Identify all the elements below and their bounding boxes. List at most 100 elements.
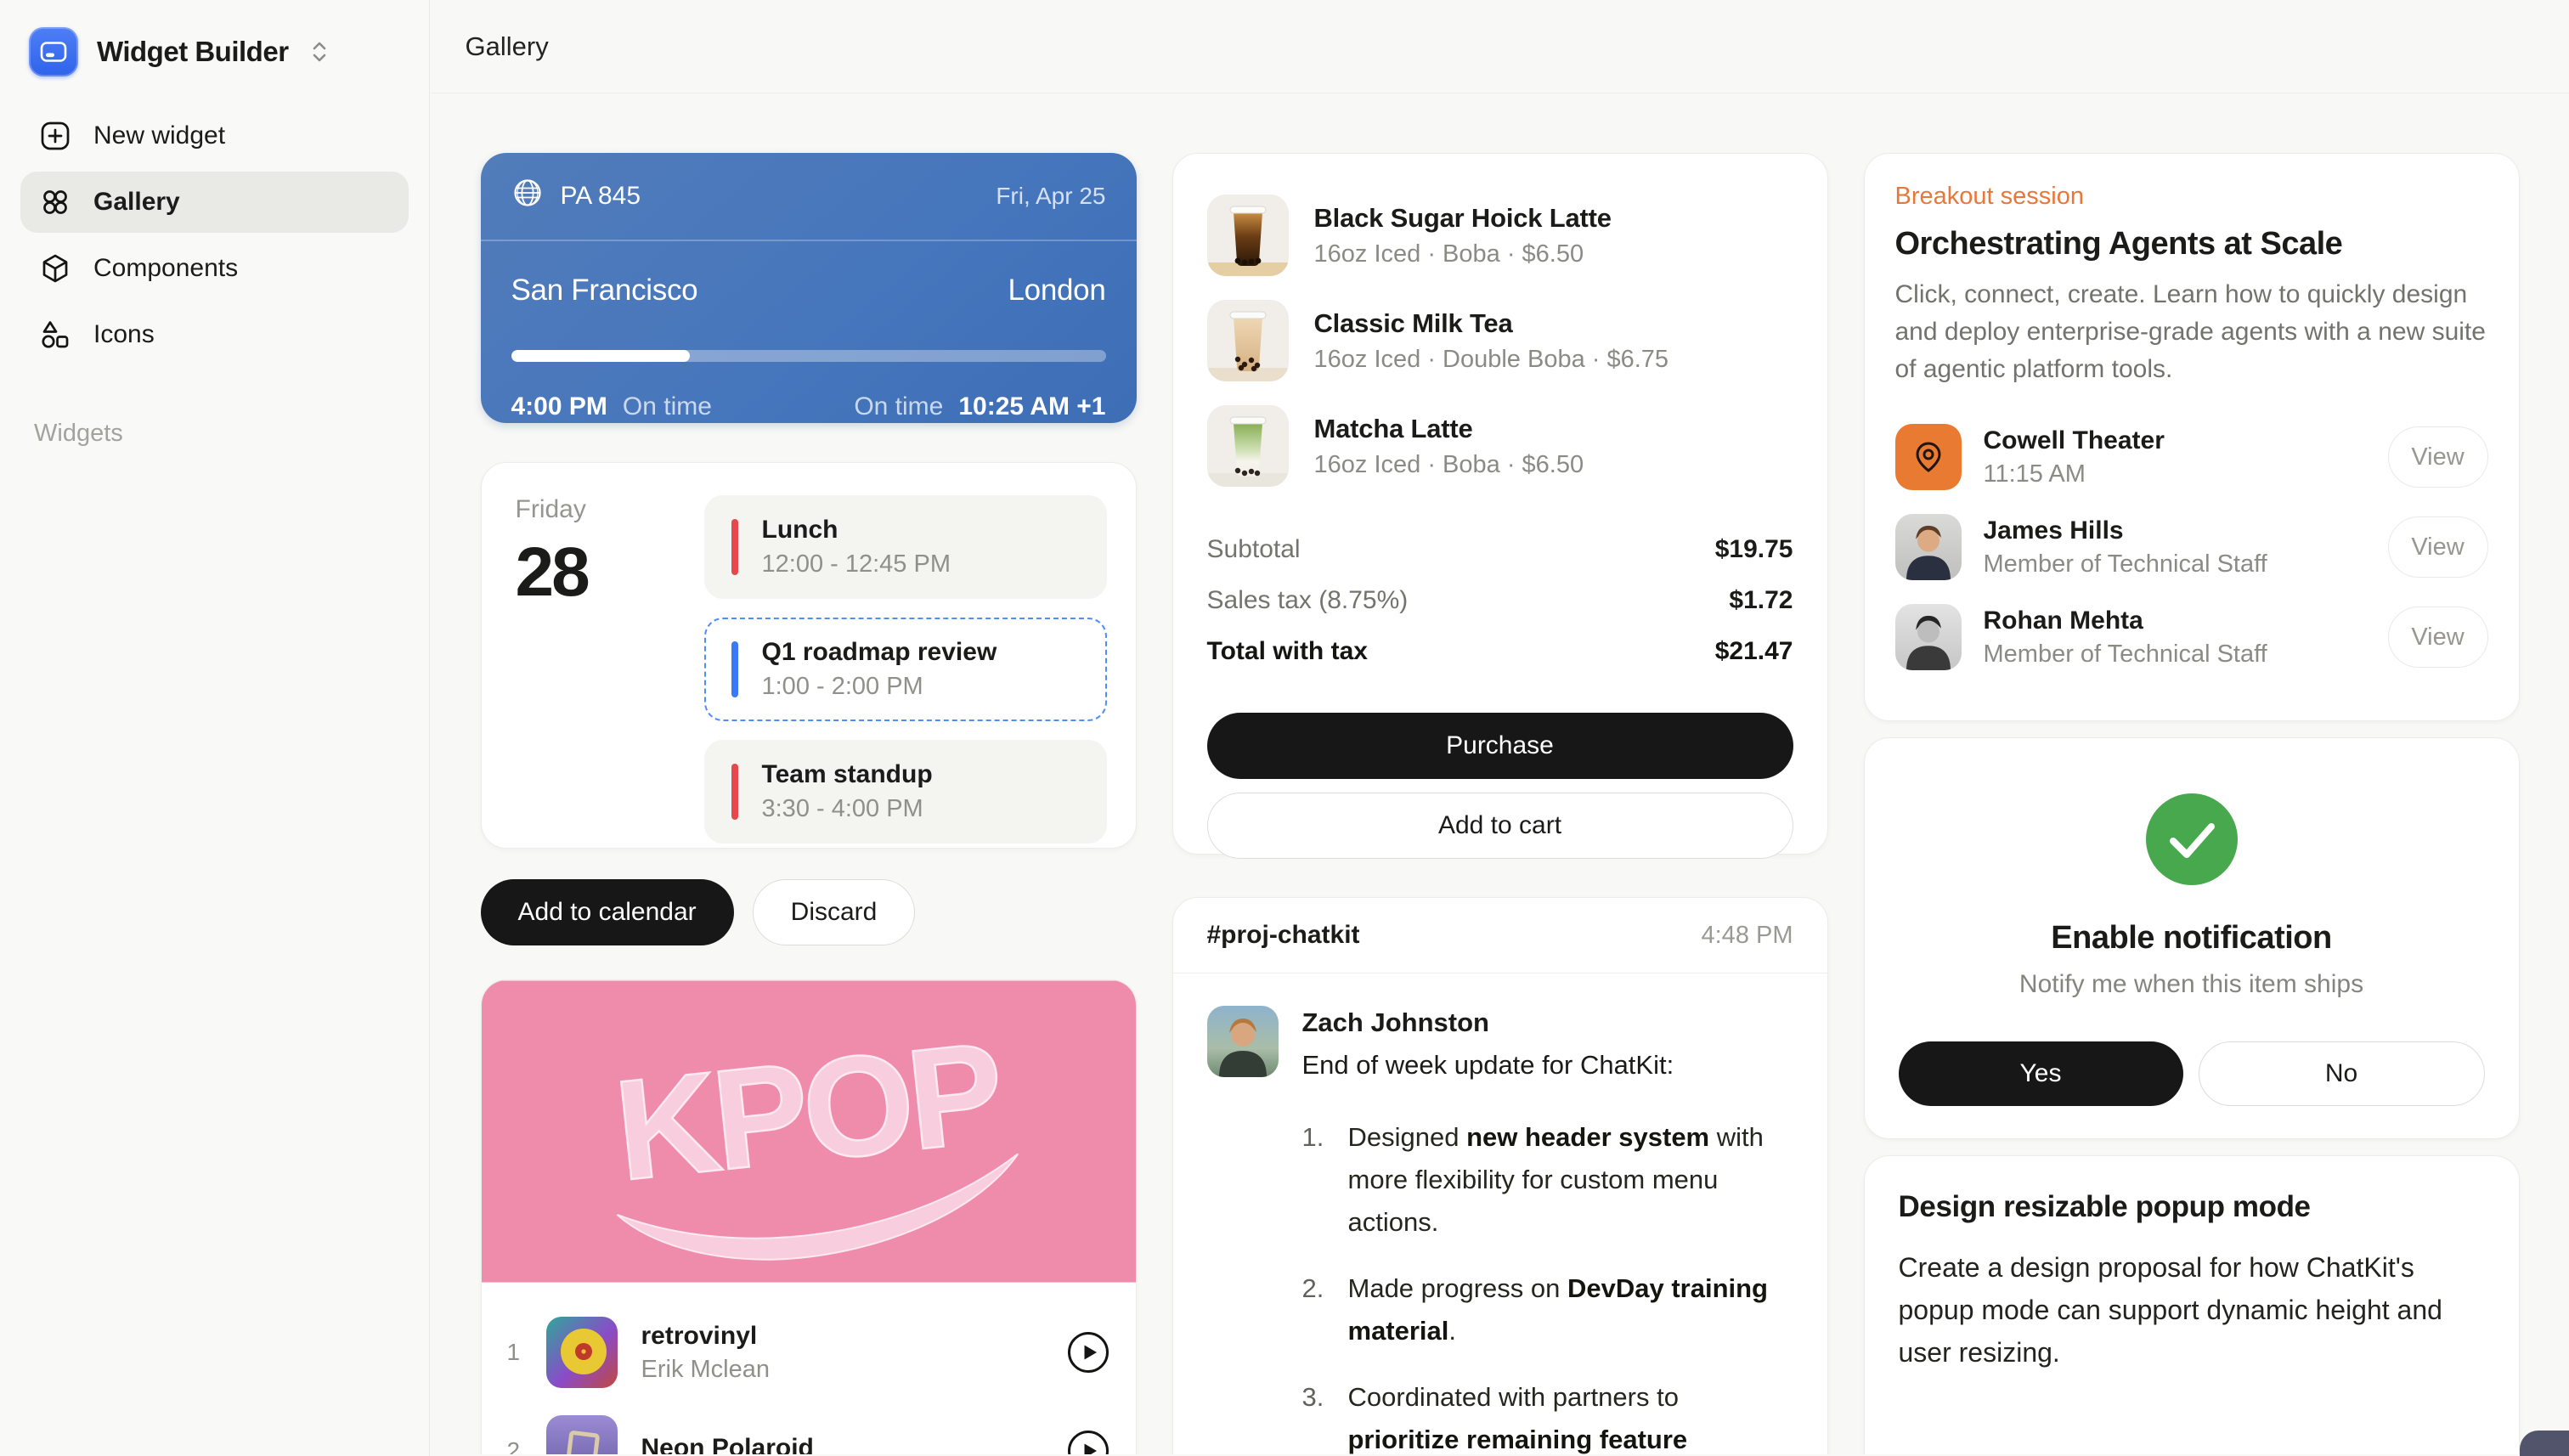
list-item: 1. Designed new header system with more … <box>1302 1116 1793 1244</box>
track-title: Neon Polaroid <box>641 1434 814 1454</box>
avatar <box>1206 1006 1279 1077</box>
avatar <box>1894 604 1962 670</box>
calendar-event-team-standup[interactable]: Team standup 3:30 - 4:00 PM <box>703 740 1107 844</box>
row-title: James Hills <box>1983 516 2124 545</box>
order-item-name: Classic Milk Tea <box>1313 308 1513 338</box>
sidebar-item-components[interactable]: Components <box>20 238 409 299</box>
peek-card-corner <box>2520 1431 2569 1456</box>
view-button[interactable]: View <box>2387 426 2488 488</box>
airline-logo-icon <box>511 177 544 216</box>
calendar-event-lunch[interactable]: Lunch 12:00 - 12:45 PM <box>703 495 1107 599</box>
event-title: Lunch <box>761 516 838 544</box>
order-item-details: 16oz Iced · Boba · $6.50 <box>1313 450 1584 478</box>
add-to-calendar-button[interactable]: Add to calendar <box>480 879 734 945</box>
sidebar-item-new-widget[interactable]: New widget <box>20 105 409 166</box>
flight-origin: San Francisco <box>511 273 698 307</box>
app-switcher[interactable]: Widget Builder <box>20 22 409 105</box>
event-accent-bar <box>731 764 738 820</box>
session-speaker-row: Rohan Mehta Member of Technical Staff Vi… <box>1894 592 2488 682</box>
list-number: 1. <box>1301 1122 1324 1152</box>
column-3: Breakout session Orchestrating Agents at… <box>1863 153 2520 1454</box>
play-icon[interactable] <box>1066 1330 1110 1374</box>
play-icon[interactable] <box>1066 1429 1110 1454</box>
list-item: 3. Coordinated with partners to prioriti… <box>1302 1376 1793 1454</box>
cube-icon <box>39 252 71 285</box>
calendar-event-q1-roadmap-review[interactable]: Q1 roadmap review 1:00 - 2:00 PM <box>703 618 1107 721</box>
total-value: $1.72 <box>1729 586 1793 614</box>
chevron-updown-icon <box>309 38 330 65</box>
main-area: Gallery PA <box>431 0 2569 1456</box>
chat-timestamp: 4:48 PM <box>1701 921 1793 949</box>
total-label: Total with tax <box>1206 637 1368 665</box>
total-value: $19.75 <box>1714 535 1793 563</box>
total-with-tax-row: Total with tax $21.47 <box>1207 626 1793 677</box>
shapes-icon <box>39 319 71 351</box>
list-text: Made progress on DevDay training materia… <box>1347 1273 1769 1346</box>
track-artist: Erik Mclean <box>641 1355 771 1383</box>
plus-square-icon <box>39 120 71 152</box>
flight-code: PA 845 <box>560 182 641 210</box>
location-pin-icon <box>1894 424 1962 490</box>
view-button[interactable]: View <box>2387 516 2488 578</box>
order-item-name: Matcha Latte <box>1313 413 1473 443</box>
add-to-cart-button[interactable]: Add to cart <box>1206 793 1793 859</box>
sidebar-section-widgets: Widgets <box>34 420 123 447</box>
gallery-grid-icon <box>39 186 71 218</box>
list-text: Designed new header system with more fle… <box>1347 1122 1764 1237</box>
column-2: Black Sugar Hoick Latte 16oz Iced · Boba… <box>1172 153 1828 1454</box>
playlist-widget: KPOP 1 <box>480 979 1137 1454</box>
list-item: 2. Made progress on DevDay training mate… <box>1302 1267 1793 1352</box>
order-widget: Black Sugar Hoick Latte 16oz Iced · Boba… <box>1172 153 1828 859</box>
event-title: Q1 roadmap review <box>761 638 997 666</box>
row-title: Rohan Mehta <box>1983 606 2143 635</box>
order-item: Matcha Latte 16oz Iced · Boba · $6.50 <box>1206 393 1793 499</box>
page-title: Gallery <box>465 31 549 61</box>
sidebar-item-gallery[interactable]: Gallery <box>20 172 409 233</box>
divider <box>480 240 1137 241</box>
track-number: 1 <box>506 1339 521 1365</box>
check-circle-icon <box>2145 793 2239 886</box>
session-tag: Breakout session <box>1894 183 2084 210</box>
row-subtitle: 11:15 AM <box>1983 460 2086 488</box>
topbar: Gallery <box>431 0 2569 93</box>
task-widget: Design resizable popup mode Create a des… <box>1863 1155 2520 1454</box>
arrival-status: On time <box>854 392 944 420</box>
sidebar-nav: New widget Gallery Components <box>20 105 409 365</box>
session-location-row: Cowell Theater 11:15 AM View <box>1894 412 2488 502</box>
discard-button[interactable]: Discard <box>752 879 916 945</box>
yes-button[interactable]: Yes <box>1898 1041 2183 1106</box>
app-logo-icon <box>29 27 78 76</box>
sales-tax-row: Sales tax (8.75%) $1.72 <box>1207 575 1793 626</box>
list-number: 3. <box>1301 1382 1324 1412</box>
track-title: retrovinyl <box>641 1321 758 1350</box>
sidebar-item-label: New widget <box>93 121 226 150</box>
order-item: Black Sugar Hoick Latte 16oz Iced · Boba… <box>1206 183 1793 288</box>
arrival-time: 10:25 AM +1 <box>958 392 1106 420</box>
app-title: Widget Builder <box>97 36 289 67</box>
avatar <box>1894 514 1962 580</box>
view-button[interactable]: View <box>2387 607 2488 668</box>
order-item: Classic Milk Tea 16oz Iced · Double Boba… <box>1206 288 1793 393</box>
purchase-button[interactable]: Purchase <box>1206 713 1793 779</box>
subtotal-row: Subtotal $19.75 <box>1207 524 1793 575</box>
flight-date: Fri, Apr 25 <box>996 183 1106 209</box>
flight-widget: PA 845 Fri, Apr 25 San Francisco London … <box>480 153 1137 423</box>
gallery-content: PA 845 Fri, Apr 25 San Francisco London … <box>432 93 2569 1454</box>
sidebar-item-icons[interactable]: Icons <box>20 304 409 365</box>
event-time: 12:00 - 12:45 PM <box>761 550 951 578</box>
calendar-day-number: 28 <box>515 533 590 611</box>
task-title: Design resizable popup mode <box>1898 1190 2312 1223</box>
order-item-name: Black Sugar Hoick Latte <box>1313 202 1612 233</box>
flight-progress-track <box>511 349 1106 362</box>
chat-channel: #proj-chatkit <box>1206 921 1360 949</box>
album-art <box>545 1415 618 1454</box>
playlist-cover-art: KPOP <box>481 980 1136 1283</box>
order-item-details: 16oz Iced · Boba · $6.50 <box>1313 240 1584 268</box>
row-title: Cowell Theater <box>1983 426 2165 454</box>
sidebar-item-label: Components <box>93 254 239 282</box>
notification-widget: Enable notification Notify me when this … <box>1863 737 2520 1139</box>
no-button[interactable]: No <box>2198 1041 2485 1106</box>
row-subtitle: Member of Technical Staff <box>1983 550 2267 578</box>
task-body: Create a design proposal for how ChatKit… <box>1898 1252 2442 1368</box>
sidebar: Widget Builder New widget <box>0 0 430 1456</box>
